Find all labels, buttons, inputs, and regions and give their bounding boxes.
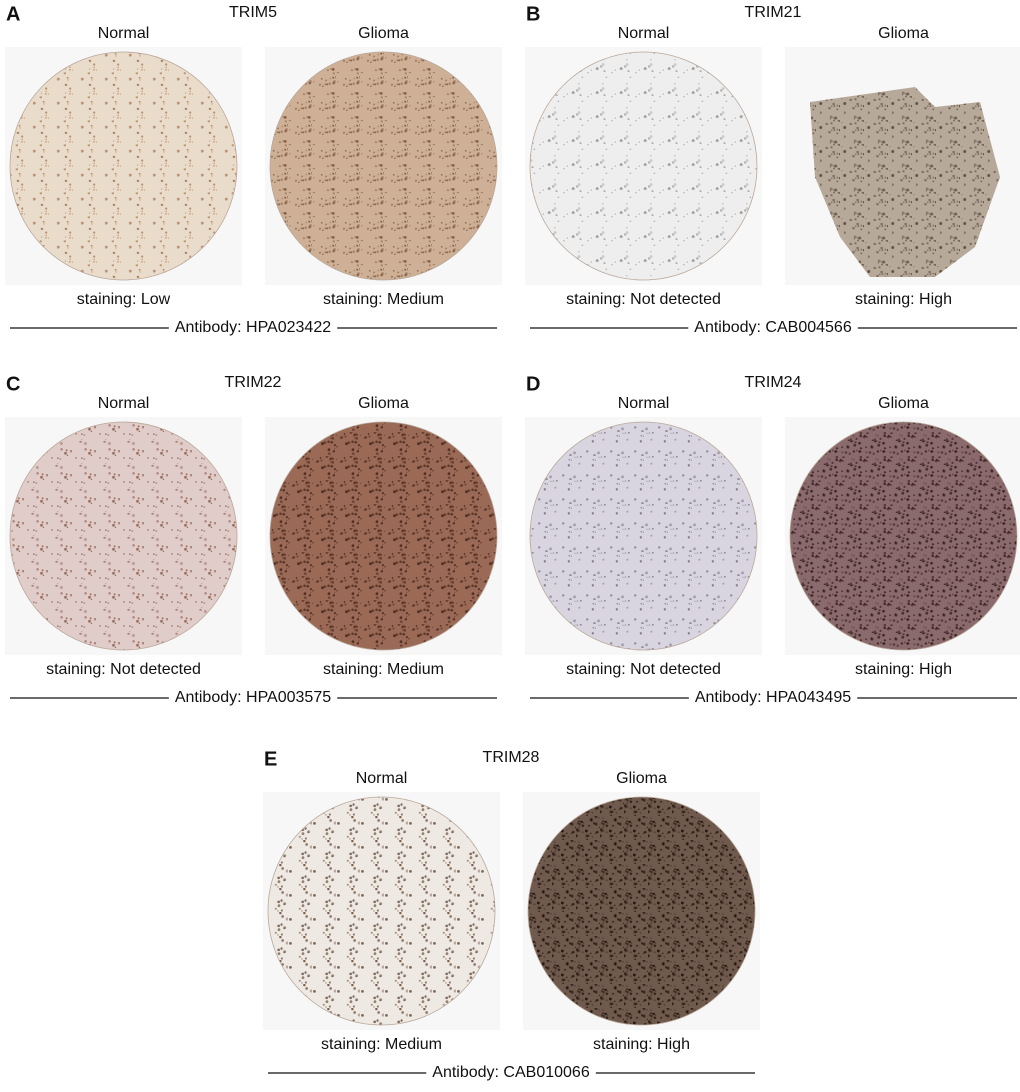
tissue-sample <box>810 87 1000 277</box>
staining-label: staining: Not detected <box>46 661 201 678</box>
gene-title: TRIM28 <box>483 749 540 766</box>
antibody-label: Antibody: CAB004566 <box>694 319 852 336</box>
panel-letter: B <box>526 3 540 25</box>
tissue-sample <box>789 421 1018 651</box>
panel-letter: D <box>526 373 540 395</box>
panel-letter: E <box>264 748 277 770</box>
tissue-sample <box>529 51 758 281</box>
column-label: Glioma <box>878 395 929 412</box>
panel-letter: C <box>6 373 20 395</box>
tissue-sample <box>269 51 498 281</box>
column-label: Normal <box>98 395 150 412</box>
tissue-sample <box>9 421 238 651</box>
tissue-sample <box>269 421 498 651</box>
antibody-label: Antibody: CAB010066 <box>432 1064 590 1081</box>
staining-label: staining: Not detected <box>566 291 721 308</box>
staining-label: staining: Medium <box>321 1036 442 1053</box>
column-label: Normal <box>618 25 670 42</box>
column-label: Glioma <box>878 25 929 42</box>
gene-title: TRIM22 <box>225 374 282 391</box>
column-label: Normal <box>98 25 150 42</box>
column-label: Glioma <box>358 25 409 42</box>
tissue-sample <box>267 796 496 1026</box>
tissue-sample <box>527 796 756 1026</box>
staining-label: staining: Not detected <box>566 661 721 678</box>
column-label: Glioma <box>358 395 409 412</box>
tissue-sample <box>9 51 238 281</box>
column-label: Normal <box>356 770 408 787</box>
panel-letter: A <box>6 3 20 25</box>
antibody-label: Antibody: HPA043495 <box>695 689 851 706</box>
column-label: Normal <box>618 395 670 412</box>
antibody-label: Antibody: HPA023422 <box>175 319 331 336</box>
tissue-sample <box>529 421 758 651</box>
column-label: Glioma <box>616 770 667 787</box>
staining-label: staining: Low <box>77 291 171 308</box>
staining-label: staining: High <box>593 1036 690 1053</box>
staining-label: staining: High <box>855 661 952 678</box>
gene-title: TRIM5 <box>229 4 277 21</box>
staining-label: staining: Medium <box>323 661 444 678</box>
antibody-label: Antibody: HPA003575 <box>175 689 331 706</box>
staining-label: staining: Medium <box>323 291 444 308</box>
gene-title: TRIM21 <box>745 4 802 21</box>
staining-label: staining: High <box>855 291 952 308</box>
gene-title: TRIM24 <box>745 374 802 391</box>
